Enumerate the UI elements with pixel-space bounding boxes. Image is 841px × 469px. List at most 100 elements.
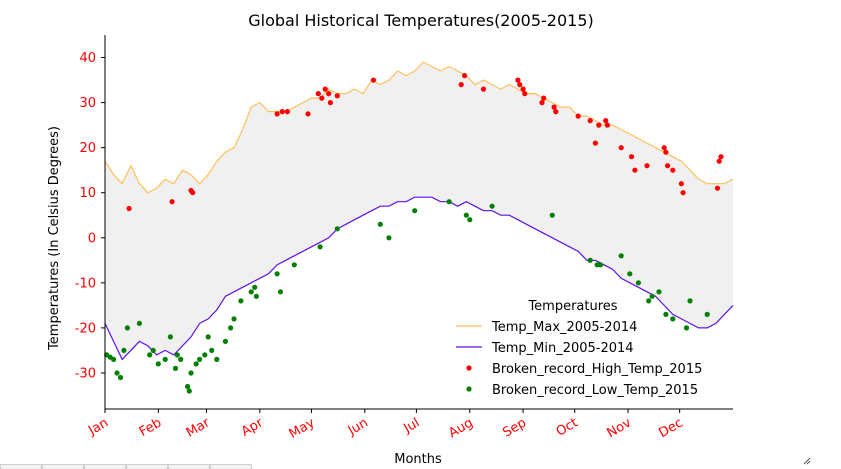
low-record-point [618, 253, 624, 259]
high-record-point [458, 82, 464, 88]
low-record-point [222, 338, 228, 344]
high-record-point [592, 140, 599, 146]
low-record-point [174, 352, 180, 358]
low-record-point [193, 361, 199, 367]
x-ticks: Jan Feb Mar Apr May Jun Jul Aug Sep Oct Nov Dec [85, 409, 686, 442]
toolbar-button[interactable] [0, 464, 42, 469]
high-record-point [714, 185, 721, 191]
toolbar-button[interactable] [84, 464, 126, 469]
low-record-point [202, 352, 208, 358]
low-record-point [205, 334, 211, 340]
low-record-point [228, 325, 234, 331]
high-record-point [716, 158, 722, 164]
y-tick-label: -10 [75, 276, 96, 291]
y-tick-label: -30 [75, 366, 96, 381]
low-record-point [635, 280, 642, 286]
low-record-point [334, 226, 340, 232]
scatter-points [104, 73, 724, 394]
legend-key-marker [466, 386, 472, 392]
low-record-point [683, 325, 690, 331]
high-record-point [539, 100, 545, 106]
high-record-point [604, 122, 611, 128]
y-tick-label: 40 [79, 51, 96, 66]
toolbar-button[interactable] [168, 464, 210, 469]
y-tick-label: 0 [88, 231, 96, 246]
toolbar-button[interactable] [42, 464, 84, 469]
low-record-point [186, 388, 192, 394]
high-record-point [462, 73, 468, 79]
high-record-point [334, 93, 340, 99]
y-tick-label: -20 [75, 321, 96, 336]
low-record-point [274, 271, 280, 277]
x-tick-label: Nov [605, 415, 635, 441]
high-record-point [603, 118, 609, 124]
series-line-temp-max [104, 61, 734, 194]
high-record-point [587, 118, 593, 124]
low-record-point [124, 325, 130, 331]
series-lines [104, 61, 734, 361]
high-record-point [169, 199, 175, 205]
toolbar-button[interactable] [210, 464, 252, 469]
low-record-point [412, 208, 418, 214]
legend-title: Temperatures [527, 299, 617, 314]
high-record-point [126, 205, 132, 212]
low-record-point [704, 311, 710, 317]
fill-between-area [105, 62, 733, 360]
y-tick-label: 30 [79, 96, 96, 111]
x-tick-label: Sep [500, 415, 529, 440]
resize-grip-icon[interactable] [803, 450, 811, 465]
high-record-point [520, 86, 526, 92]
low-record-point [670, 316, 676, 322]
x-tick-label: Apr [239, 415, 267, 440]
high-record-point [718, 154, 724, 160]
low-record-point [386, 235, 392, 241]
x-tick-label: Feb [137, 415, 164, 440]
low-record-point [489, 203, 495, 209]
fill-between-area-path [105, 62, 733, 360]
low-record-point [317, 244, 323, 250]
high-record-point [327, 100, 333, 106]
low-record-point [111, 356, 117, 362]
low-record-point [214, 356, 220, 362]
x-tick-label: Dec [656, 415, 685, 441]
high-record-point [319, 95, 325, 101]
high-record-point [661, 145, 667, 151]
high-record-point [663, 149, 669, 155]
high-record-point [315, 91, 321, 97]
low-record-point [377, 221, 383, 227]
low-record-point [446, 199, 452, 205]
legend-entry-label: Broken_record_High_Temp_2015 [492, 362, 702, 377]
high-record-point [670, 167, 676, 173]
high-record-point [575, 113, 581, 119]
high-record-point [305, 111, 311, 117]
low-record-point [253, 293, 259, 299]
low-record-point [172, 365, 179, 371]
x-axis-label: Months [394, 452, 442, 467]
high-record-point [322, 86, 328, 92]
low-record-point [252, 284, 258, 290]
legend-entry-label: Temp_Min_2005-2014 [491, 341, 634, 356]
legend-entry-label: Temp_Max_2005-2014 [491, 320, 637, 335]
high-record-point [284, 109, 290, 115]
high-record-point [628, 154, 635, 160]
y-axis-label: Temperatures (In Celsius Degrees) [47, 126, 62, 351]
high-record-point [190, 190, 196, 196]
high-record-point [665, 163, 671, 169]
low-record-point [150, 347, 156, 353]
low-record-point [238, 298, 244, 304]
high-record-point [680, 190, 686, 196]
low-record-point [197, 356, 203, 362]
low-record-point [646, 298, 652, 304]
toolbar-button[interactable] [126, 464, 168, 469]
y-ticks: -30 -20 -10 0 10 20 30 40 [75, 51, 105, 381]
legend-entry-label: Broken_record_Low_Temp_2015 [492, 383, 698, 398]
low-record-point [467, 217, 473, 223]
x-tick-label: May [287, 415, 318, 442]
y-tick-label: 10 [79, 186, 96, 201]
low-record-point [663, 311, 669, 317]
high-record-point [279, 109, 285, 115]
bottom-toolbar [0, 464, 252, 469]
high-record-point [274, 111, 280, 117]
high-record-point [553, 109, 559, 115]
high-record-point [632, 167, 638, 173]
